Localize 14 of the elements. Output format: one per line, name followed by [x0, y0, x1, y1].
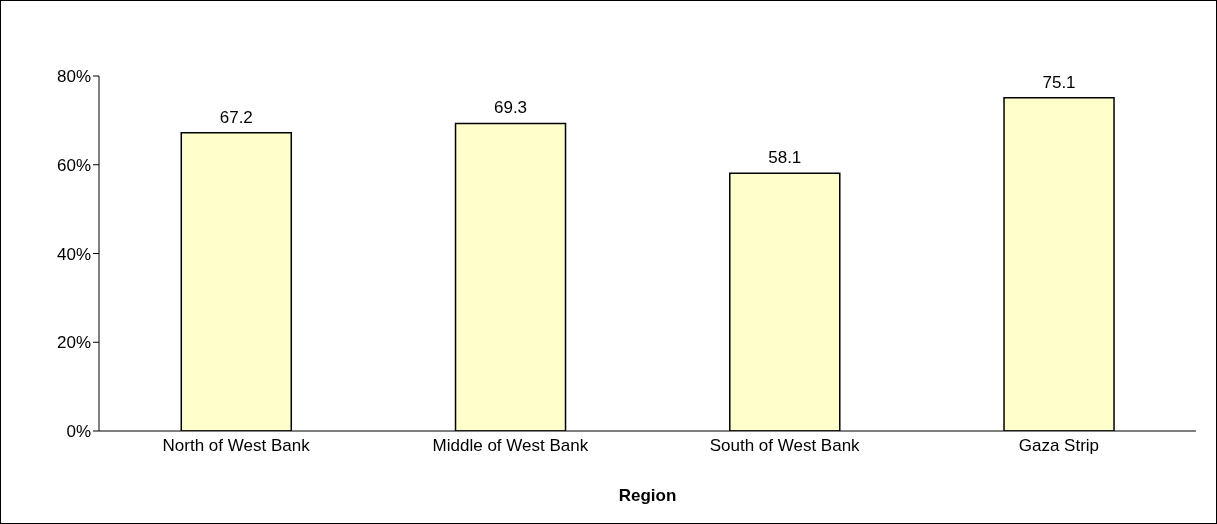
x-axis-title: Region	[618, 486, 677, 505]
x-tick-label: Gaza Strip	[1018, 436, 1100, 456]
y-tick-label: 60%	[56, 155, 91, 175]
data-label: 58.1	[768, 148, 802, 168]
data-label: 69.3	[493, 98, 528, 118]
x-tick-label: North of West Bank	[162, 436, 311, 456]
y-tick-label: 20%	[56, 333, 91, 353]
x-tick-label: South of West Bank	[709, 436, 861, 456]
x-tick-label: Middle of West Bank	[432, 436, 589, 456]
data-label: 67.2	[219, 107, 253, 127]
y-tick-label: 0%	[66, 422, 91, 442]
data-label: 75.1	[1042, 72, 1076, 92]
y-tick-label: 80%	[56, 67, 91, 87]
y-tick-label: 40%	[56, 244, 91, 264]
